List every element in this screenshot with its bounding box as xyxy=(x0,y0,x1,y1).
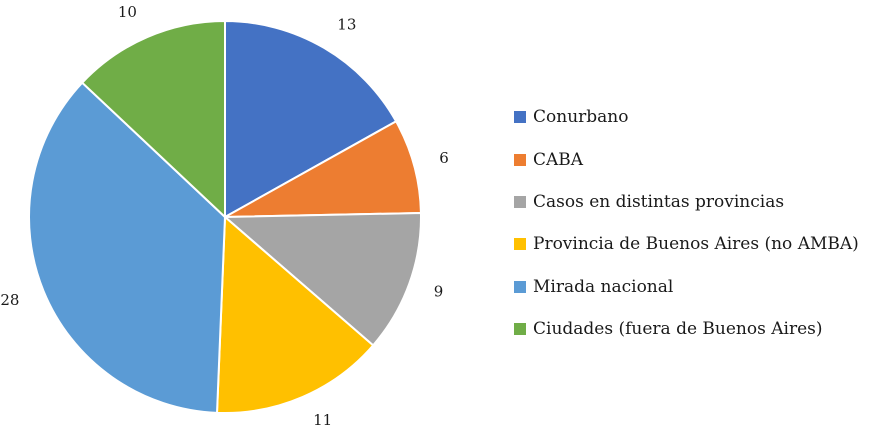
legend-item-mirada-nacional: Mirada nacional xyxy=(514,266,859,308)
legend-label: Mirada nacional xyxy=(533,276,674,297)
legend-label: Provincia de Buenos Aires (no AMBA) xyxy=(533,234,859,255)
legend-item-provincia-bsas: Provincia de Buenos Aires (no AMBA) xyxy=(514,223,859,265)
legend-swatch xyxy=(514,238,526,251)
pie-slice-ciudades-fuera-de-buenos-aires xyxy=(80,19,226,220)
legend: Conurbano CABA Casos en distintas provin… xyxy=(514,96,859,350)
legend-item-caba: CABA xyxy=(514,138,859,180)
legend-swatch xyxy=(514,153,526,166)
legend-swatch xyxy=(514,111,526,124)
legend-item-conurbano: Conurbano xyxy=(514,96,859,138)
pie-slice-conurbano xyxy=(224,19,398,219)
legend-label: Ciudades (fuera de Buenos Aires) xyxy=(533,319,823,340)
legend-swatch xyxy=(514,280,526,293)
legend-label: CABA xyxy=(533,149,584,170)
legend-swatch xyxy=(514,323,526,336)
data-label-conurbano: 13 xyxy=(337,16,356,34)
pie-slice-caba xyxy=(224,119,422,218)
data-label-caba: 6 xyxy=(439,149,449,167)
pie-slice-casos-en-distintas-provincias xyxy=(222,211,422,347)
data-label-casos-en-distintas-provincias: 9 xyxy=(434,282,444,300)
legend-label: Casos en distintas provincias xyxy=(533,191,785,212)
pie-slice-provincia-de-buenos-aires-no-amba xyxy=(215,214,375,414)
data-label-mirada-nacional: 28 xyxy=(0,291,19,309)
pie-slice-mirada-nacional xyxy=(28,81,227,414)
pie-plot-area: 13 6 9 11 28 10 xyxy=(0,3,449,429)
data-label-provincia-de-buenos-aires-no-amba: 11 xyxy=(313,411,332,429)
legend-item-ciudades: Ciudades (fuera de Buenos Aires) xyxy=(514,308,859,350)
legend-swatch xyxy=(514,195,526,208)
data-label-ciudades-fuera-de-buenos-aires: 10 xyxy=(118,3,137,21)
legend-item-casos-provincias: Casos en distintas provincias xyxy=(514,181,859,223)
legend-label: Conurbano xyxy=(533,107,629,128)
